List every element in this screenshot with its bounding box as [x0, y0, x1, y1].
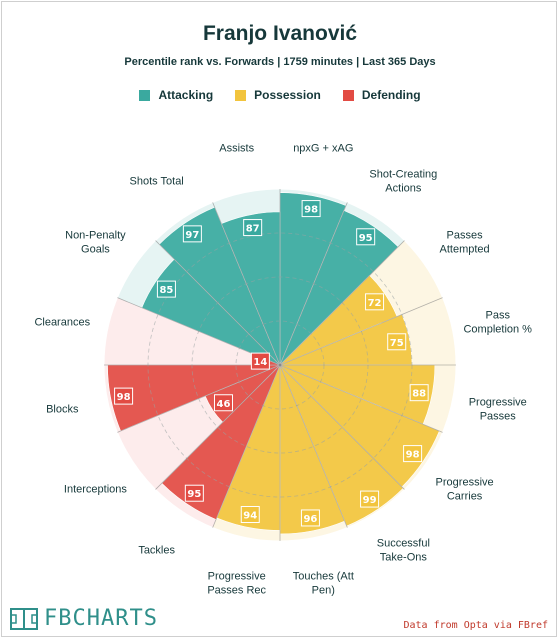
spoke	[117, 364, 281, 433]
value-badge	[250, 352, 270, 370]
value-badge	[403, 445, 423, 463]
category-label: Interceptions	[64, 483, 127, 495]
spoke	[279, 364, 348, 528]
background-sector	[104, 297, 280, 365]
category-label: Shots Total	[130, 175, 184, 187]
category-label: Clearances	[34, 317, 90, 329]
value-badge	[182, 225, 202, 243]
category-label: Assists	[219, 142, 254, 154]
spoke	[155, 240, 281, 366]
legend: Attacking Possession Defending	[0, 88, 560, 102]
spoke	[212, 364, 281, 528]
category-label: npxG + xAG	[293, 142, 353, 154]
value-label: 95	[187, 489, 201, 500]
spoke	[279, 202, 348, 366]
value-badge	[243, 219, 263, 237]
value-badge	[409, 384, 429, 402]
legend-item-possession: Possession	[235, 88, 321, 102]
value-badge	[356, 228, 376, 246]
category-label: Successful Take-Ons	[377, 538, 430, 564]
value-badge	[387, 333, 407, 351]
value-label: 98	[304, 205, 318, 216]
category-label: Pass Completion %	[463, 310, 532, 336]
value-label: 46	[217, 399, 231, 410]
spoke	[212, 202, 281, 366]
value-label: 87	[246, 224, 260, 235]
value-label: 88	[412, 389, 426, 400]
value-label: 85	[159, 285, 173, 296]
legend-item-defending: Defending	[342, 88, 421, 102]
category-label: Tackles	[138, 545, 175, 557]
legend-label-possession: Possession	[254, 88, 321, 102]
value-label: 96	[303, 514, 317, 525]
value-label: 99	[363, 495, 377, 506]
value-badge	[240, 506, 260, 524]
value-badge	[301, 200, 321, 218]
legend-swatch-possession	[235, 89, 247, 101]
spoke	[279, 240, 405, 366]
value-label: 94	[243, 511, 257, 522]
chart-title: Franjo Ivanović	[202, 22, 358, 45]
value-label: 98	[406, 450, 420, 461]
legend-item-attacking: Attacking	[139, 88, 213, 102]
value-label: 72	[368, 298, 382, 309]
value-badge	[156, 280, 176, 298]
value-label: 97	[185, 230, 199, 241]
category-label: Progressive Carries	[436, 476, 494, 502]
legend-swatch-defending	[342, 89, 354, 101]
value-badge	[184, 484, 204, 502]
logo-pitch-icon	[10, 607, 38, 630]
category-label: Passes Attempted	[440, 230, 490, 256]
category-label: Non-Penalty Goals	[65, 230, 126, 256]
category-label: Shot-Creating Actions	[369, 168, 437, 194]
legend-label-attacking: Attacking	[158, 88, 214, 102]
category-label: Touches (Att Pen)	[293, 571, 354, 597]
value-badge	[360, 490, 380, 508]
legend-label-defending: Defending	[361, 88, 421, 102]
value-badge	[114, 387, 134, 405]
category-label: Blocks	[46, 403, 79, 415]
legend-swatch-attacking	[139, 89, 151, 101]
value-label: 95	[359, 233, 373, 244]
value-label: 75	[390, 338, 404, 349]
chart-subtitle: Percentile rank vs. Forwards | 1759 minu…	[124, 56, 436, 68]
data-credit: Data from Opta via FBref	[403, 620, 549, 631]
value-badge	[300, 509, 320, 527]
value-label: 14	[253, 357, 267, 368]
category-label: Progressive Passes	[469, 396, 527, 422]
spoke	[279, 364, 405, 490]
value-badge	[365, 293, 385, 311]
logo-text: FBCHARTS	[44, 606, 158, 631]
spoke	[155, 364, 281, 490]
category-label: Progressive Passes Rec	[207, 571, 266, 597]
fbcharts-logo: FBCHARTS	[10, 606, 158, 631]
spoke	[279, 364, 443, 433]
spoke	[279, 297, 443, 366]
value-badge	[213, 394, 233, 412]
value-label: 98	[117, 392, 131, 403]
